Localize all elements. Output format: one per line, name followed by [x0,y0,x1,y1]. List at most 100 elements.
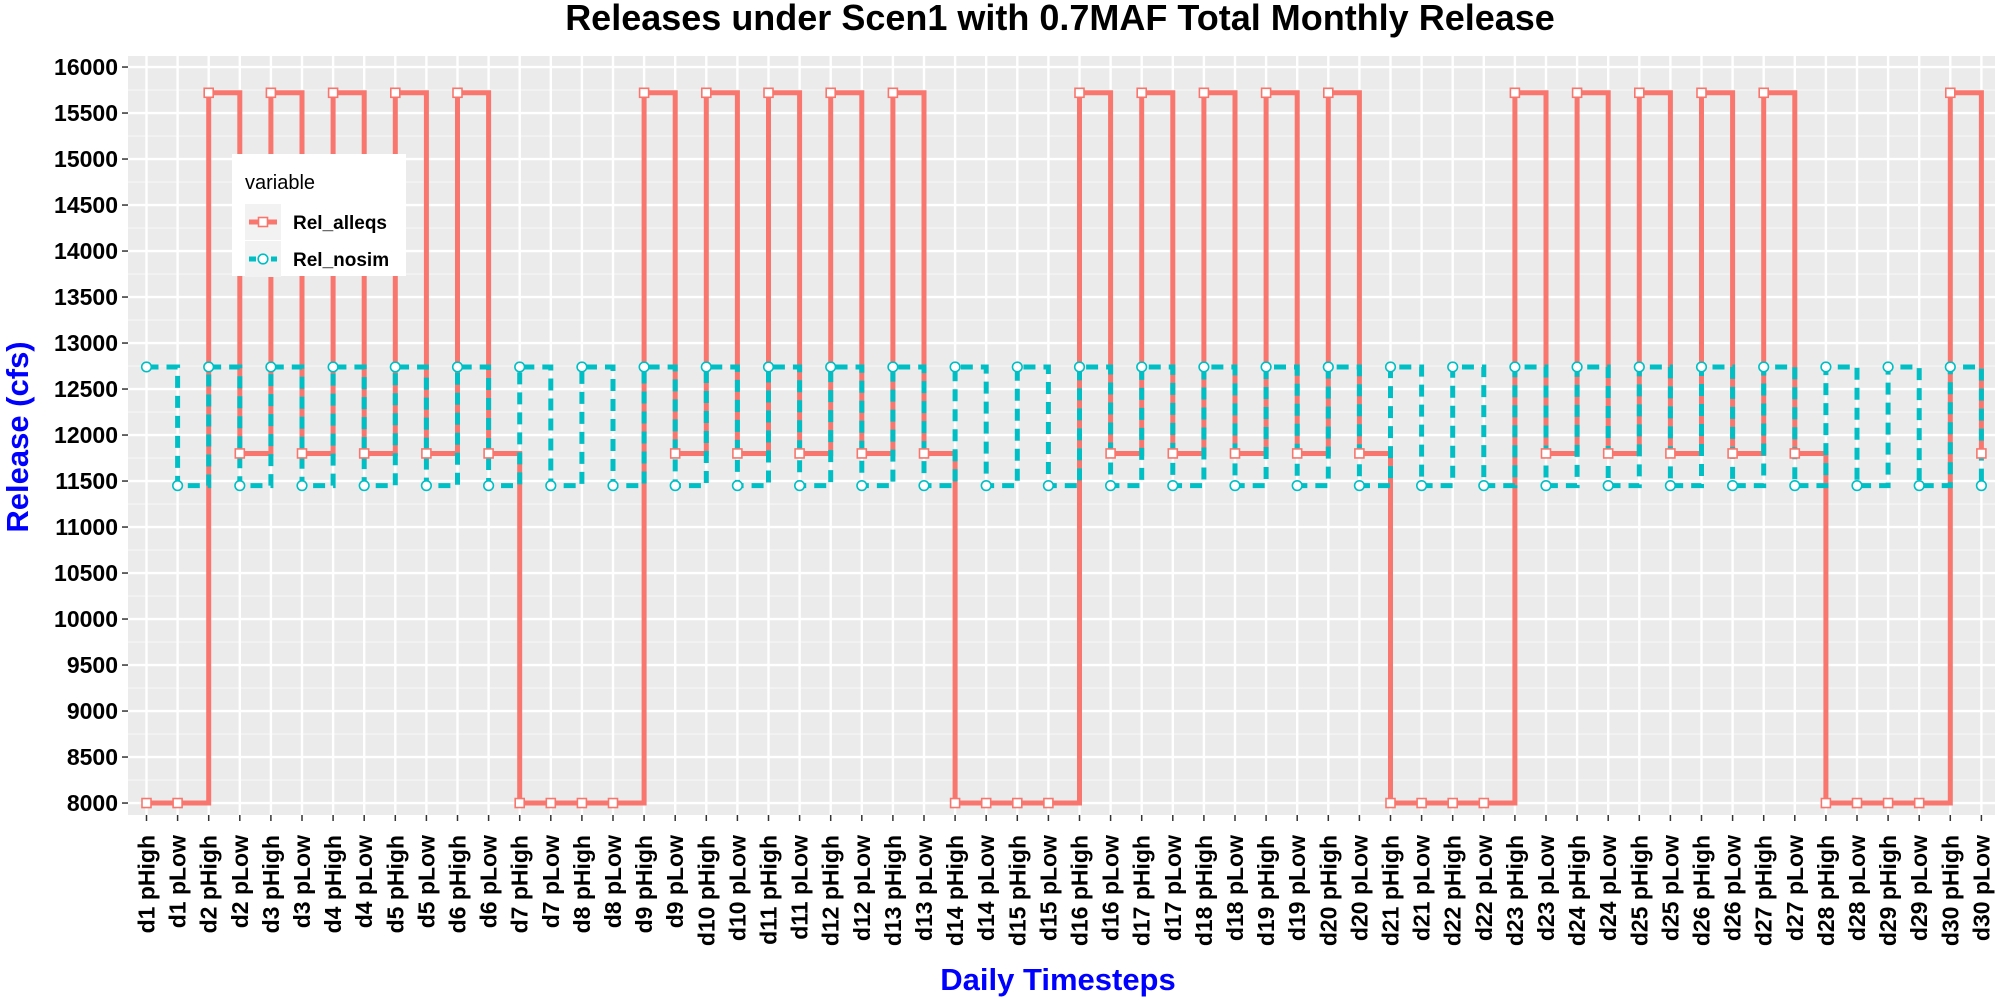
point-Rel_alleqs [794,448,805,459]
x-tick-label: d23 pHigh [1502,835,1528,946]
point-Rel_alleqs [700,87,712,99]
point-Rel_alleqs [1074,87,1085,99]
chart-title: Releases under Scen1 with 0.7MAF Total M… [565,0,1555,38]
point-Rel_nosim [358,480,370,492]
y-tick-label: 9500 [67,652,118,678]
point-Rel_nosim [1073,361,1086,373]
point-Rel_nosim [1882,361,1894,373]
x-tick-label: d29 pLow [1906,835,1932,941]
x-tick-label: d11 pHigh [756,835,782,945]
point-Rel_nosim [1726,480,1739,492]
point-Rel_alleqs [1011,797,1023,809]
point-Rel_alleqs [483,448,494,459]
x-tick-label: d14 pHigh [942,835,968,946]
point-Rel_alleqs [327,87,339,99]
x-tick-label: d29 pHigh [1875,835,1901,946]
legend-key-marker [257,216,269,228]
x-tick-label: d7 pLow [538,835,564,928]
x-tick-label: d27 pLow [1782,835,1808,941]
y-tick-label: 12500 [54,376,118,402]
point-Rel_alleqs [1354,448,1365,459]
point-Rel_alleqs [358,448,370,459]
point-Rel_nosim [1664,480,1676,492]
x-axis-title: Daily Timesteps [940,962,1175,997]
point-Rel_alleqs [1105,448,1116,459]
point-Rel_nosim [980,480,992,492]
y-tick-label: 14000 [54,238,118,264]
x-tick-label: d21 pHigh [1378,835,1404,946]
point-Rel_alleqs [856,448,868,459]
point-Rel_nosim [1571,361,1583,373]
point-Rel_alleqs [1820,797,1832,809]
x-tick-label: d28 pHigh [1813,835,1839,946]
x-tick-label: d16 pHigh [1067,835,1093,946]
point-Rel_alleqs [1136,87,1147,99]
point-Rel_nosim [1975,480,1987,492]
y-tick-label: 11000 [55,514,118,540]
point-Rel_nosim [234,480,246,492]
x-tick-label: d15 pLow [1035,835,1061,941]
point-Rel_nosim [731,480,744,492]
point-Rel_nosim [887,361,899,373]
legend-label: Rel_alleqs [293,213,387,234]
point-Rel_alleqs [732,448,743,459]
point-Rel_nosim [1104,480,1117,492]
legend-key-marker [257,253,269,265]
x-tick-label: d25 pHigh [1626,835,1652,946]
point-Rel_alleqs [980,797,992,809]
x-tick-label: d13 pLow [911,835,937,941]
point-Rel_alleqs [172,797,183,809]
y-tick-label: 15500 [54,100,118,126]
point-Rel_alleqs [265,87,277,99]
point-Rel_nosim [1913,480,1925,492]
point-Rel_alleqs [141,797,152,809]
point-Rel_alleqs [203,87,214,99]
x-tick-label: d6 pHigh [445,835,471,933]
point-Rel_alleqs [1198,87,1210,99]
x-tick-label: d12 pLow [849,835,875,941]
point-Rel_alleqs [576,797,588,809]
y-tick-label: 16000 [54,54,118,80]
y-tick-label: 15000 [54,146,118,172]
x-tick-label: d13 pHigh [880,835,906,946]
point-Rel_nosim [483,480,495,492]
x-tick-label: d19 pHigh [1253,835,1279,946]
x-tick-label: d6 pLow [476,835,502,928]
x-tick-label: d9 pHigh [631,835,657,933]
point-Rel_alleqs [1602,448,1614,459]
y-tick-label: 13500 [54,284,118,310]
point-Rel_alleqs [825,87,837,99]
point-Rel_nosim [1167,480,1179,492]
x-tick-label: d14 pLow [973,835,999,941]
point-Rel_alleqs [421,448,432,459]
x-tick-label: d2 pLow [227,835,253,928]
x-tick-label: d30 pHigh [1937,835,1963,946]
y-tick-label: 11500 [55,468,118,494]
point-Rel_nosim [1415,480,1428,492]
x-tick-label: d5 pLow [413,835,439,928]
point-Rel_alleqs [1416,797,1427,809]
x-tick-label: d2 pHigh [196,835,222,933]
point-Rel_alleqs [638,87,650,99]
x-tick-label: d8 pHigh [569,835,595,933]
x-tick-label: d10 pLow [724,835,750,941]
point-Rel_alleqs [1913,797,1925,809]
point-Rel_alleqs [1758,87,1769,99]
x-tick-label: d18 pLow [1222,835,1248,941]
x-axis-tick-labels: d1 pHigh d1 pLow d2 pHigh d2 pLow d3 pHigh d3… [134,835,1995,946]
point-Rel_alleqs [1043,797,1054,809]
point-Rel_nosim [265,361,277,373]
point-Rel_nosim [1447,361,1459,373]
point-Rel_nosim [793,480,806,492]
point-Rel_nosim [1851,480,1863,492]
point-Rel_nosim [1509,361,1521,373]
x-tick-label: d25 pLow [1657,835,1683,941]
legend-title: variable [245,172,315,194]
point-Rel_nosim [1260,361,1272,373]
point-Rel_nosim [1789,480,1801,492]
point-Rel_nosim [669,480,681,492]
x-tick-label: d17 pLow [1160,835,1186,941]
point-Rel_nosim [607,480,619,492]
x-tick-label: d12 pHigh [818,835,844,946]
legend: variable Rel_alleqs Rel_nosim [232,154,406,277]
